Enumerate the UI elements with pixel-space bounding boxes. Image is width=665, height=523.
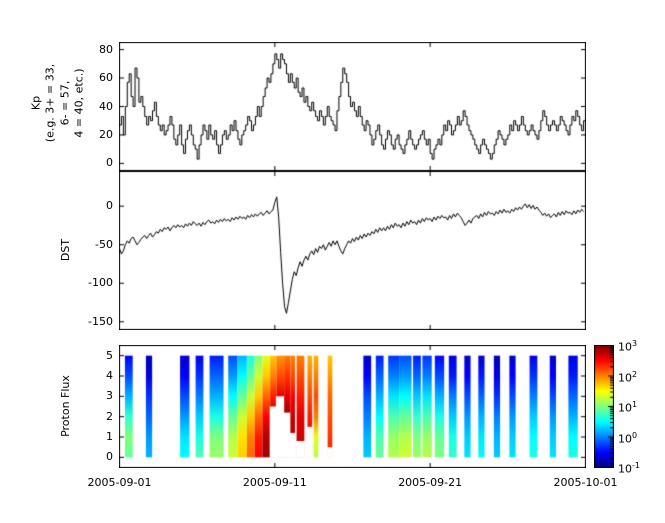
colorbar-tick-exponent: -1 <box>632 461 640 470</box>
xtick-label-2: 2005-09-21 <box>398 476 463 489</box>
colorbar <box>594 345 614 468</box>
kp-ytick-label-2: 40 <box>99 99 113 113</box>
colorbar-tick-label-0: 103 <box>618 339 638 354</box>
dst-ytick-label-0: 0 <box>106 199 113 213</box>
kp-ytick-label-4: 80 <box>99 42 113 56</box>
colorbar-tick-exponent: 3 <box>632 339 638 348</box>
proton-flux-heatmap <box>119 345 586 468</box>
kp-plot <box>119 42 586 171</box>
colorbar-tick-exponent: 0 <box>632 430 638 440</box>
kp-ytick-label-0: 0 <box>106 156 113 170</box>
xtick-label-0: 2005-09-01 <box>87 476 152 489</box>
kp-ytick-label-1: 20 <box>99 127 113 141</box>
proton-flux-axis-label: Proton Flux <box>58 375 72 437</box>
flux-ytick-label-2: 2 <box>106 409 113 423</box>
dst-plot <box>119 171 586 330</box>
dst-ytick-label-1: -50 <box>95 237 113 251</box>
colorbar-tick-exponent: 2 <box>632 369 638 379</box>
flux-ytick-label-4: 4 <box>106 369 113 382</box>
flux-ytick-label-0: 0 <box>106 450 113 464</box>
colorbar-tick-label-4: 10-1 <box>618 461 640 476</box>
flux-ytick-label-3: 3 <box>106 389 113 403</box>
xtick-label-3: 2005-10-01 <box>553 476 618 489</box>
colorbar-tick-label-2: 101 <box>618 400 638 415</box>
flux-ytick-label-1: 1 <box>106 430 113 443</box>
dst-axis-label: DST <box>58 238 72 262</box>
kp-axis-label: Kp (e.g. 3+ = 33, 6- = 57, 4 = 40, etc.) <box>29 63 86 143</box>
colorbar-tick-exponent: 1 <box>632 400 638 409</box>
colorbar-tick-label-1: 102 <box>618 369 638 385</box>
colorbar-tick-label-3: 100 <box>618 430 638 446</box>
xtick-label-1: 2005-09-11 <box>242 476 307 489</box>
dst-ytick-label-3: -150 <box>88 314 113 328</box>
dst-ytick-label-2: -100 <box>88 276 113 290</box>
flux-ytick-label-5: 5 <box>106 348 113 362</box>
kp-ytick-label-3: 60 <box>99 71 113 85</box>
